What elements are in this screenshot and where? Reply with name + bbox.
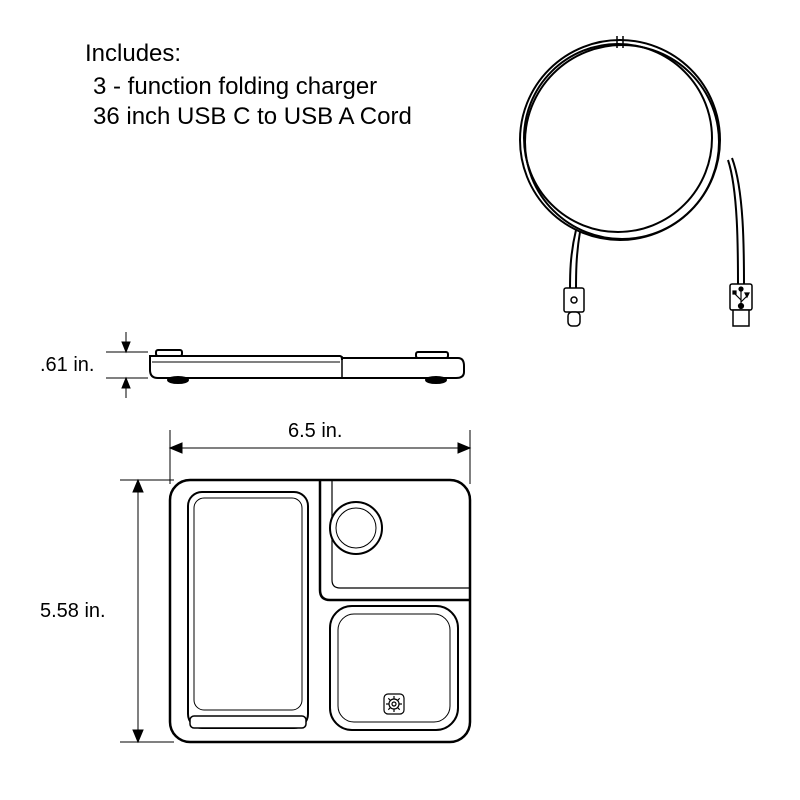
includes-line-2: 36 inch USB C to USB A Cord xyxy=(93,102,412,132)
width-label: 6.5 in. xyxy=(288,420,342,443)
usb-c-connector-icon xyxy=(564,288,584,326)
top-view: 6.5 in. 5.58 in. xyxy=(40,420,490,780)
height-label: 5.58 in. xyxy=(40,600,106,623)
includes-line-1: 3 - function folding charger xyxy=(93,72,412,102)
thickness-label: .61 in. xyxy=(40,354,94,377)
side-view: .61 in. xyxy=(40,322,460,402)
includes-block: Includes: 3 - function folding charger 3… xyxy=(85,40,412,132)
cable-diagram xyxy=(480,30,770,330)
usb-a-connector-icon xyxy=(730,284,752,326)
includes-title: Includes: xyxy=(85,40,412,68)
gear-icon xyxy=(384,694,404,714)
spec-sheet: Includes: 3 - function folding charger 3… xyxy=(0,0,800,800)
